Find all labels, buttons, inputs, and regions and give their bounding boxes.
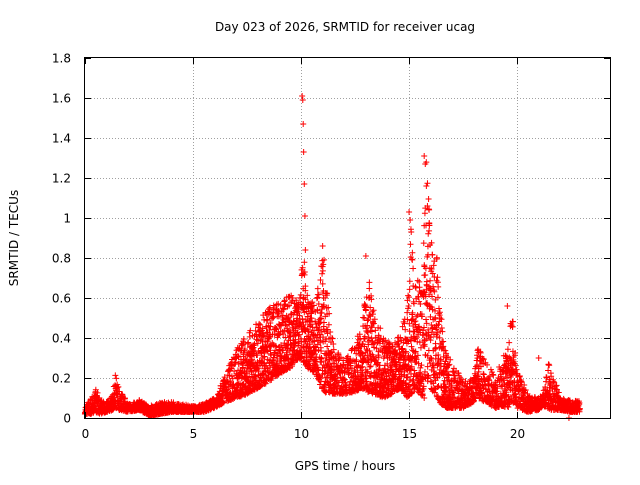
data-point: [427, 277, 434, 284]
data-point: [421, 153, 428, 159]
x-tick-label: 5: [190, 427, 198, 441]
y-tick-label: 0.8: [52, 252, 71, 266]
data-point: [420, 240, 427, 247]
data-point: [422, 272, 429, 279]
y-axis-label: SRMTID / TECUs: [7, 190, 21, 286]
data-point: [416, 278, 423, 285]
data-point: [264, 316, 271, 323]
data-point: [423, 183, 430, 189]
data-point: [409, 249, 416, 256]
data-point: [121, 395, 128, 402]
y-tick-label: 0.6: [52, 292, 71, 306]
x-tick-label: 10: [294, 427, 309, 441]
data-point: [370, 307, 377, 314]
data-point: [319, 270, 326, 277]
data-point: [506, 339, 513, 346]
data-point: [224, 378, 231, 385]
data-point: [406, 278, 413, 285]
data-point: [219, 400, 226, 407]
data-point: [360, 314, 367, 321]
data-point: [429, 251, 436, 258]
y-tick-label: 1.2: [52, 172, 71, 186]
data-point: [229, 375, 236, 382]
data-point: [301, 181, 308, 187]
data-point: [366, 285, 373, 292]
data-point: [323, 305, 330, 312]
data-point: [231, 368, 238, 375]
x-tick-label: 20: [510, 427, 525, 441]
data-point: [407, 217, 414, 223]
data-point: [301, 259, 308, 266]
data-point: [409, 256, 416, 263]
grid-lines: [85, 58, 610, 418]
data-point: [114, 384, 121, 391]
data-point: [234, 353, 241, 360]
y-tick-label: 1.8: [52, 52, 71, 66]
data-point: [546, 362, 553, 369]
data-point: [418, 362, 425, 369]
data-point: [435, 310, 442, 317]
data-point: [299, 97, 306, 103]
data-point: [115, 383, 122, 390]
data-point: [112, 372, 119, 379]
data-points: [81, 93, 583, 421]
data-point: [221, 374, 228, 381]
data-point: [366, 279, 373, 286]
y-tick-label: 1.6: [52, 92, 71, 106]
data-point: [246, 333, 253, 340]
data-point: [256, 320, 263, 327]
data-point: [407, 241, 414, 248]
data-point: [406, 209, 413, 215]
x-tick-label: 0: [82, 427, 90, 441]
data-point: [324, 343, 331, 350]
x-axis-label: GPS time / hours: [295, 459, 396, 473]
data-point: [435, 283, 442, 290]
data-point: [232, 359, 239, 366]
data-point: [113, 375, 120, 382]
data-point: [94, 389, 101, 396]
y-tick-label: 0: [63, 412, 71, 426]
data-point: [302, 247, 309, 253]
y-tick-label: 0.4: [52, 332, 71, 346]
data-point: [425, 196, 432, 203]
data-point: [405, 292, 412, 299]
y-tick-label: 1: [63, 212, 71, 226]
data-point: [433, 254, 440, 261]
data-point: [425, 230, 432, 237]
data-point: [424, 180, 431, 187]
data-point: [545, 367, 552, 374]
data-point: [314, 285, 321, 292]
x-tick-label: 15: [402, 427, 417, 441]
data-point: [410, 265, 417, 272]
data-point: [322, 388, 329, 395]
data-point: [423, 278, 430, 285]
y-tick-label: 0.2: [52, 372, 71, 386]
data-point: [92, 386, 99, 393]
data-point: [490, 372, 497, 379]
data-point: [220, 399, 227, 406]
data-point: [504, 303, 511, 309]
y-tick-label: 1.4: [52, 132, 71, 146]
data-point: [319, 267, 326, 274]
data-point: [319, 243, 326, 249]
data-point: [421, 210, 428, 217]
data-point: [535, 355, 542, 361]
data-point: [437, 315, 444, 322]
data-point: [119, 391, 126, 398]
data-point: [436, 309, 443, 316]
data-point: [426, 227, 433, 234]
data-point: [406, 286, 413, 293]
chart-title: Day 023 of 2026, SRMTID for receiver uca…: [215, 20, 475, 34]
data-point: [414, 277, 421, 284]
